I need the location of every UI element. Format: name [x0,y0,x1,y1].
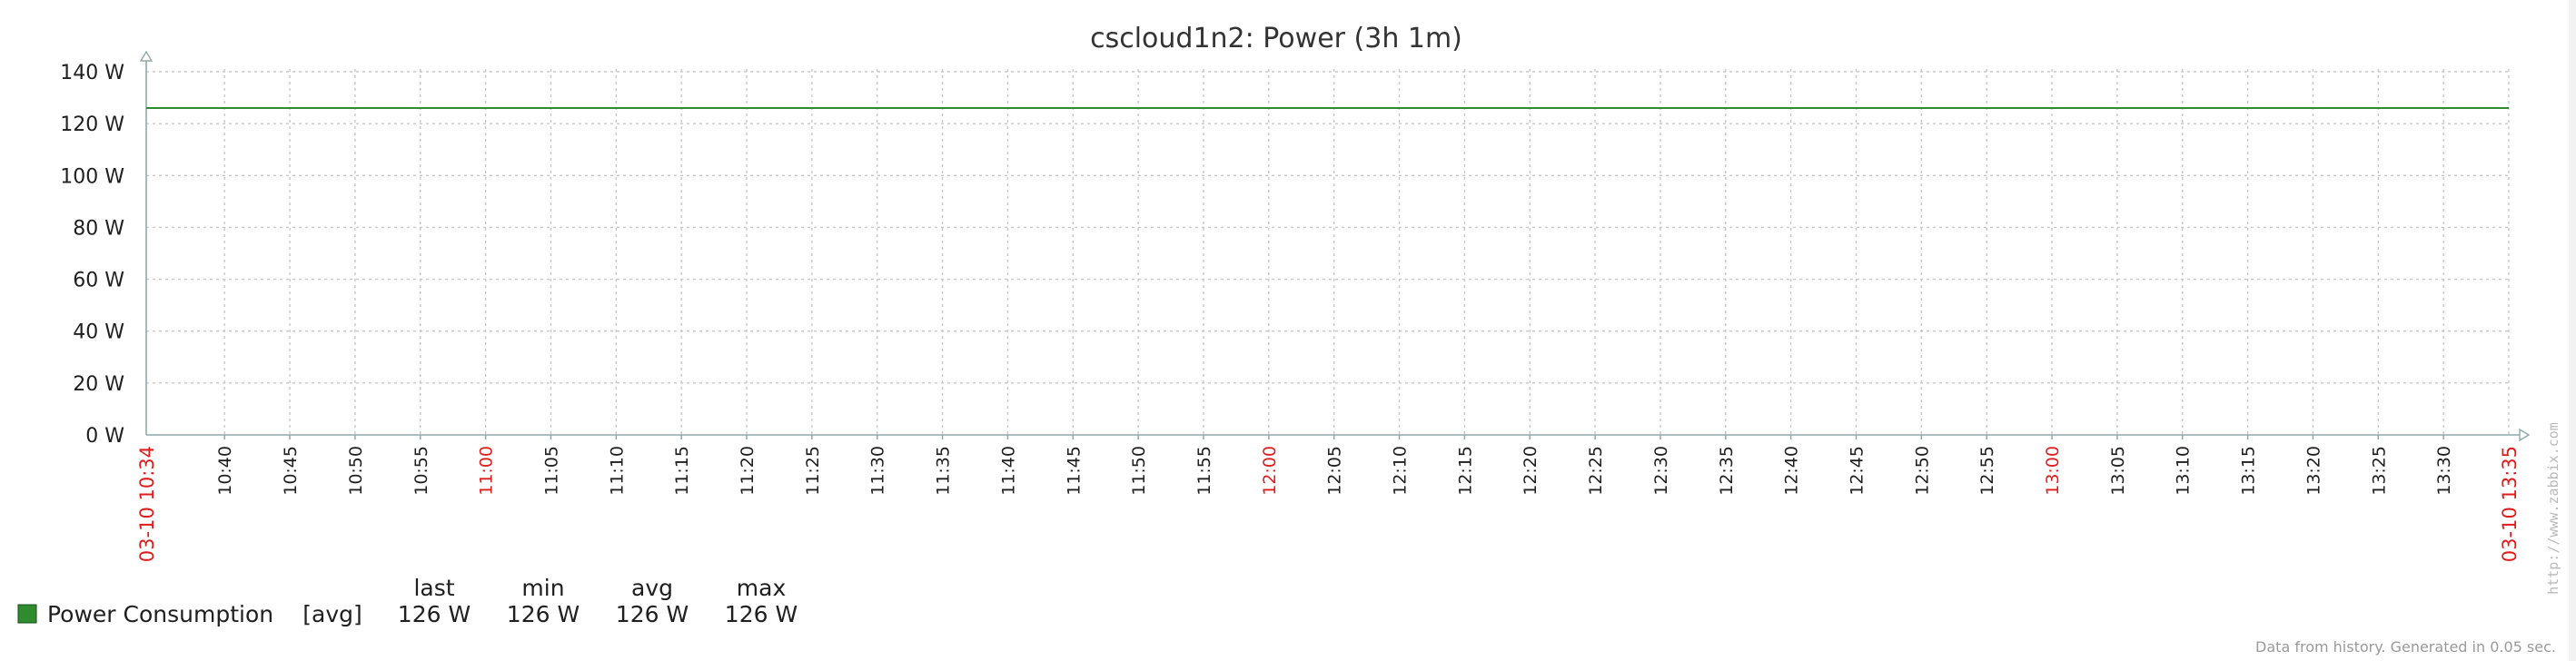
legend-header-max: max [737,575,786,601]
x-tick-label: 11:20 [738,446,758,496]
x-tick-label: 11:05 [541,446,561,496]
x-tick-label: 13:10 [2174,446,2194,496]
y-tick-label: 100 W [60,165,124,188]
legend-avg-value: 126 W [616,601,689,627]
chart-title: cscloud1n2: Power (3h 1m) [1090,23,1462,54]
x-tick-label: 12:55 [1977,446,1997,496]
y-tick-label: 80 W [73,217,124,240]
legend-swatch [17,604,37,624]
x-tick-label: 11:25 [803,446,823,496]
x-tick-label: 11:55 [1194,446,1214,496]
x-tick-labels: 10:40 10:45 10:50 10:55 11:00 11:05 11:10 11:15… [136,446,2521,562]
y-tick-label: 20 W [73,373,124,396]
legend-series-name: Power Consumption [47,601,273,627]
x-tick-label: 10:45 [281,446,301,496]
x-tick-label: 13:30 [2434,446,2454,496]
y-tick-label: 140 W [60,62,124,84]
x-tick-label: 10:50 [346,446,366,496]
x-tick-label: 12:25 [1586,446,1606,496]
axes [139,50,2531,442]
legend-min-value: 126 W [507,601,580,627]
x-tick-label: 12:05 [1325,446,1345,496]
x-axis-arrow [2519,428,2531,442]
x-tick-label: 12:10 [1391,446,1411,496]
x-tick-label: 11:40 [998,446,1018,496]
x-tick-label: 12:35 [1717,446,1737,496]
legend-header-avg: avg [631,575,673,601]
x-tick-label: 13:20 [2304,446,2323,496]
legend-header-min: min [521,575,564,601]
x-tick-label: 11:50 [1129,446,1149,496]
x-tick-label: 13:00 [2043,446,2063,496]
x-tick-label: 10:55 [411,446,431,496]
footer-generated-note: Data from history. Generated in 0.05 sec… [2255,638,2556,656]
x-tick-label: 12:00 [1260,446,1280,496]
y-tick-label: 40 W [73,321,124,344]
x-tick-label: 12:50 [1912,446,1932,496]
x-tick-label: 10:40 [215,446,235,496]
legend-series-function: [avg] [302,601,362,627]
legend-last-value: 126 W [398,601,471,627]
zabbix-watermark: http://www.zabbix.com [2545,422,2561,595]
y-tick-label: 60 W [73,270,124,292]
grid [146,69,2510,435]
legend: last min avg max Power Consumption [avg]… [17,575,798,627]
x-tick-label: 11:45 [1064,446,1084,496]
x-end-label: 03-10 13:35 [2499,446,2521,562]
legend-max-value: 126 W [725,601,798,627]
y-axis-arrow [139,50,154,62]
x-start-label: 03-10 10:34 [136,446,158,562]
x-tick-label: 11:00 [477,446,497,496]
y-tick-label: 120 W [60,113,124,136]
x-tick-label: 13:05 [2108,446,2128,496]
x-tick-label: 13:25 [2369,446,2389,496]
x-tick-label: 12:20 [1521,446,1541,496]
legend-header-last: last [413,575,454,601]
x-tick-label: 11:30 [868,446,888,496]
x-tick-label: 11:35 [934,446,954,496]
y-tick-labels: 0 W 20 W 40 W 60 W 80 W 100 W 120 W 140 W [60,62,124,448]
x-tick-label: 12:45 [1847,446,1867,496]
y-tick-label: 0 W [85,425,124,448]
x-tick-label: 12:15 [1455,446,1475,496]
x-tick-label: 12:30 [1651,446,1671,496]
x-tick-label: 13:15 [2239,446,2259,496]
x-tick-label: 11:10 [607,446,627,496]
x-tick-label: 11:15 [672,446,692,496]
x-tick-label: 12:40 [1782,446,1802,496]
